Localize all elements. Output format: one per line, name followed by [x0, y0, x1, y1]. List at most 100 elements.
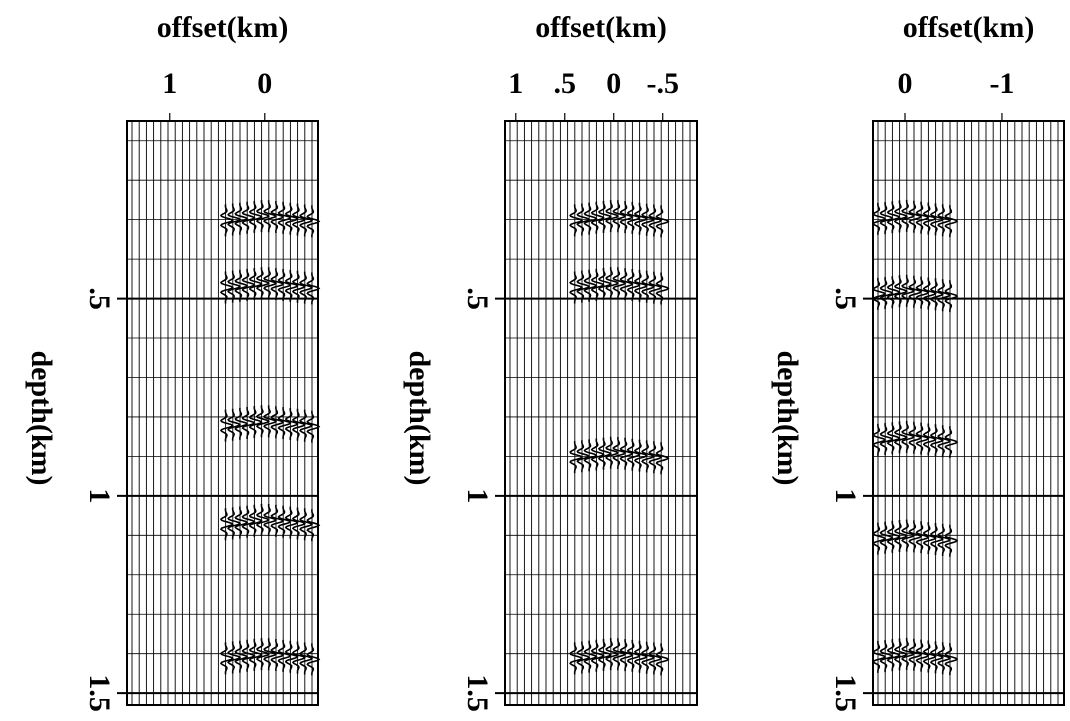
wavelet — [284, 640, 299, 673]
wavelet — [263, 267, 278, 300]
wavelet — [284, 408, 299, 440]
wavelet — [255, 200, 270, 233]
wavelet — [619, 268, 634, 301]
wavelet — [612, 267, 627, 300]
wavelet — [908, 421, 923, 454]
x-axis-title: offset(km) — [535, 11, 667, 44]
wavelet — [576, 641, 591, 674]
wavelet — [248, 638, 263, 671]
wavelet — [234, 407, 249, 440]
wavelet — [648, 642, 663, 675]
wavelet — [641, 641, 656, 674]
wavelet — [291, 641, 306, 674]
wavelet — [263, 504, 278, 536]
wavelet — [929, 278, 944, 311]
x-tick-label: 0 — [606, 67, 621, 100]
wavelet — [922, 277, 937, 310]
wavelet — [219, 642, 234, 675]
wavelet — [569, 441, 584, 474]
wavelet — [872, 423, 887, 456]
wavelet — [908, 200, 923, 233]
wavelet — [219, 271, 234, 304]
panel: offset(km) 0 -1 .5 1 1.5 depth(km) — [771, 11, 1065, 712]
wavelet — [234, 202, 249, 235]
wavelet — [872, 202, 887, 235]
wavelet — [299, 204, 314, 237]
wavelet — [922, 423, 937, 456]
wavelet — [219, 409, 234, 442]
wavelet — [893, 638, 908, 671]
wavelet — [655, 643, 670, 676]
wavelet — [299, 508, 314, 541]
wavelet — [270, 201, 285, 233]
panel: offset(km) 1 0 .5 1 1.5 depth(km) — [25, 11, 321, 712]
y-tick-label: 1.5 — [461, 674, 494, 712]
x-tick-label: 0 — [257, 67, 272, 100]
wavelet — [901, 420, 916, 453]
wavelet — [299, 409, 314, 442]
y-tick-label: .5 — [83, 287, 116, 310]
wavelet — [612, 200, 627, 233]
wavelet — [263, 405, 278, 438]
wavelet — [626, 201, 641, 234]
wavelet — [922, 522, 937, 555]
x-tick-label: 1 — [508, 67, 523, 100]
wavelet — [612, 638, 627, 671]
wavelet — [655, 442, 670, 475]
wavelet — [633, 202, 648, 235]
wavelet — [569, 271, 584, 304]
wavelet — [633, 269, 648, 302]
wavelet — [915, 276, 930, 309]
wavelet — [937, 425, 952, 458]
wavelet — [901, 199, 916, 232]
wavelet — [908, 275, 923, 308]
wavelet — [655, 205, 670, 238]
wavelet — [937, 642, 952, 675]
wavelet — [270, 268, 285, 301]
wavelet — [886, 639, 901, 672]
y-axis-title: depth(km) — [403, 350, 436, 485]
wavelet — [929, 523, 944, 555]
wavelet — [901, 274, 916, 307]
y-tick-label: .5 — [829, 287, 862, 310]
wavelet — [597, 638, 612, 671]
x-tick-label: -1 — [989, 67, 1014, 100]
wavelet — [234, 506, 249, 539]
wavelet — [583, 269, 598, 302]
wavelet — [872, 640, 887, 673]
wavelet — [590, 438, 605, 471]
y-axis-title: depth(km) — [771, 350, 804, 485]
wavelet — [227, 507, 242, 540]
y-tick-label: 1 — [461, 488, 494, 503]
wavelet — [277, 201, 292, 234]
wavelet — [605, 267, 620, 300]
wavelet — [263, 638, 278, 671]
x-tick-label: -.5 — [646, 67, 679, 100]
wavelet — [277, 639, 292, 672]
wavelet — [234, 640, 249, 673]
wavelet — [255, 405, 270, 438]
wavelet — [590, 201, 605, 234]
wavelet — [879, 423, 894, 456]
wavelet — [648, 441, 663, 474]
wavelet — [263, 200, 278, 233]
wavelet — [915, 422, 930, 455]
wavelet — [277, 505, 292, 538]
wavelet — [590, 639, 605, 672]
plot-frame — [872, 120, 1065, 706]
wavelet — [277, 269, 292, 301]
wavelet — [583, 640, 598, 673]
wavelet — [605, 200, 620, 233]
wavelet — [944, 426, 959, 459]
wavelet — [248, 200, 263, 233]
wavelet — [929, 641, 944, 674]
wavelet — [583, 439, 598, 472]
wavelet — [284, 269, 299, 302]
wavelet — [901, 519, 916, 552]
wavelet — [641, 440, 656, 473]
wavelet — [915, 201, 930, 234]
wavelet — [219, 508, 234, 541]
wavelet — [241, 407, 256, 439]
wavelet — [944, 643, 959, 676]
